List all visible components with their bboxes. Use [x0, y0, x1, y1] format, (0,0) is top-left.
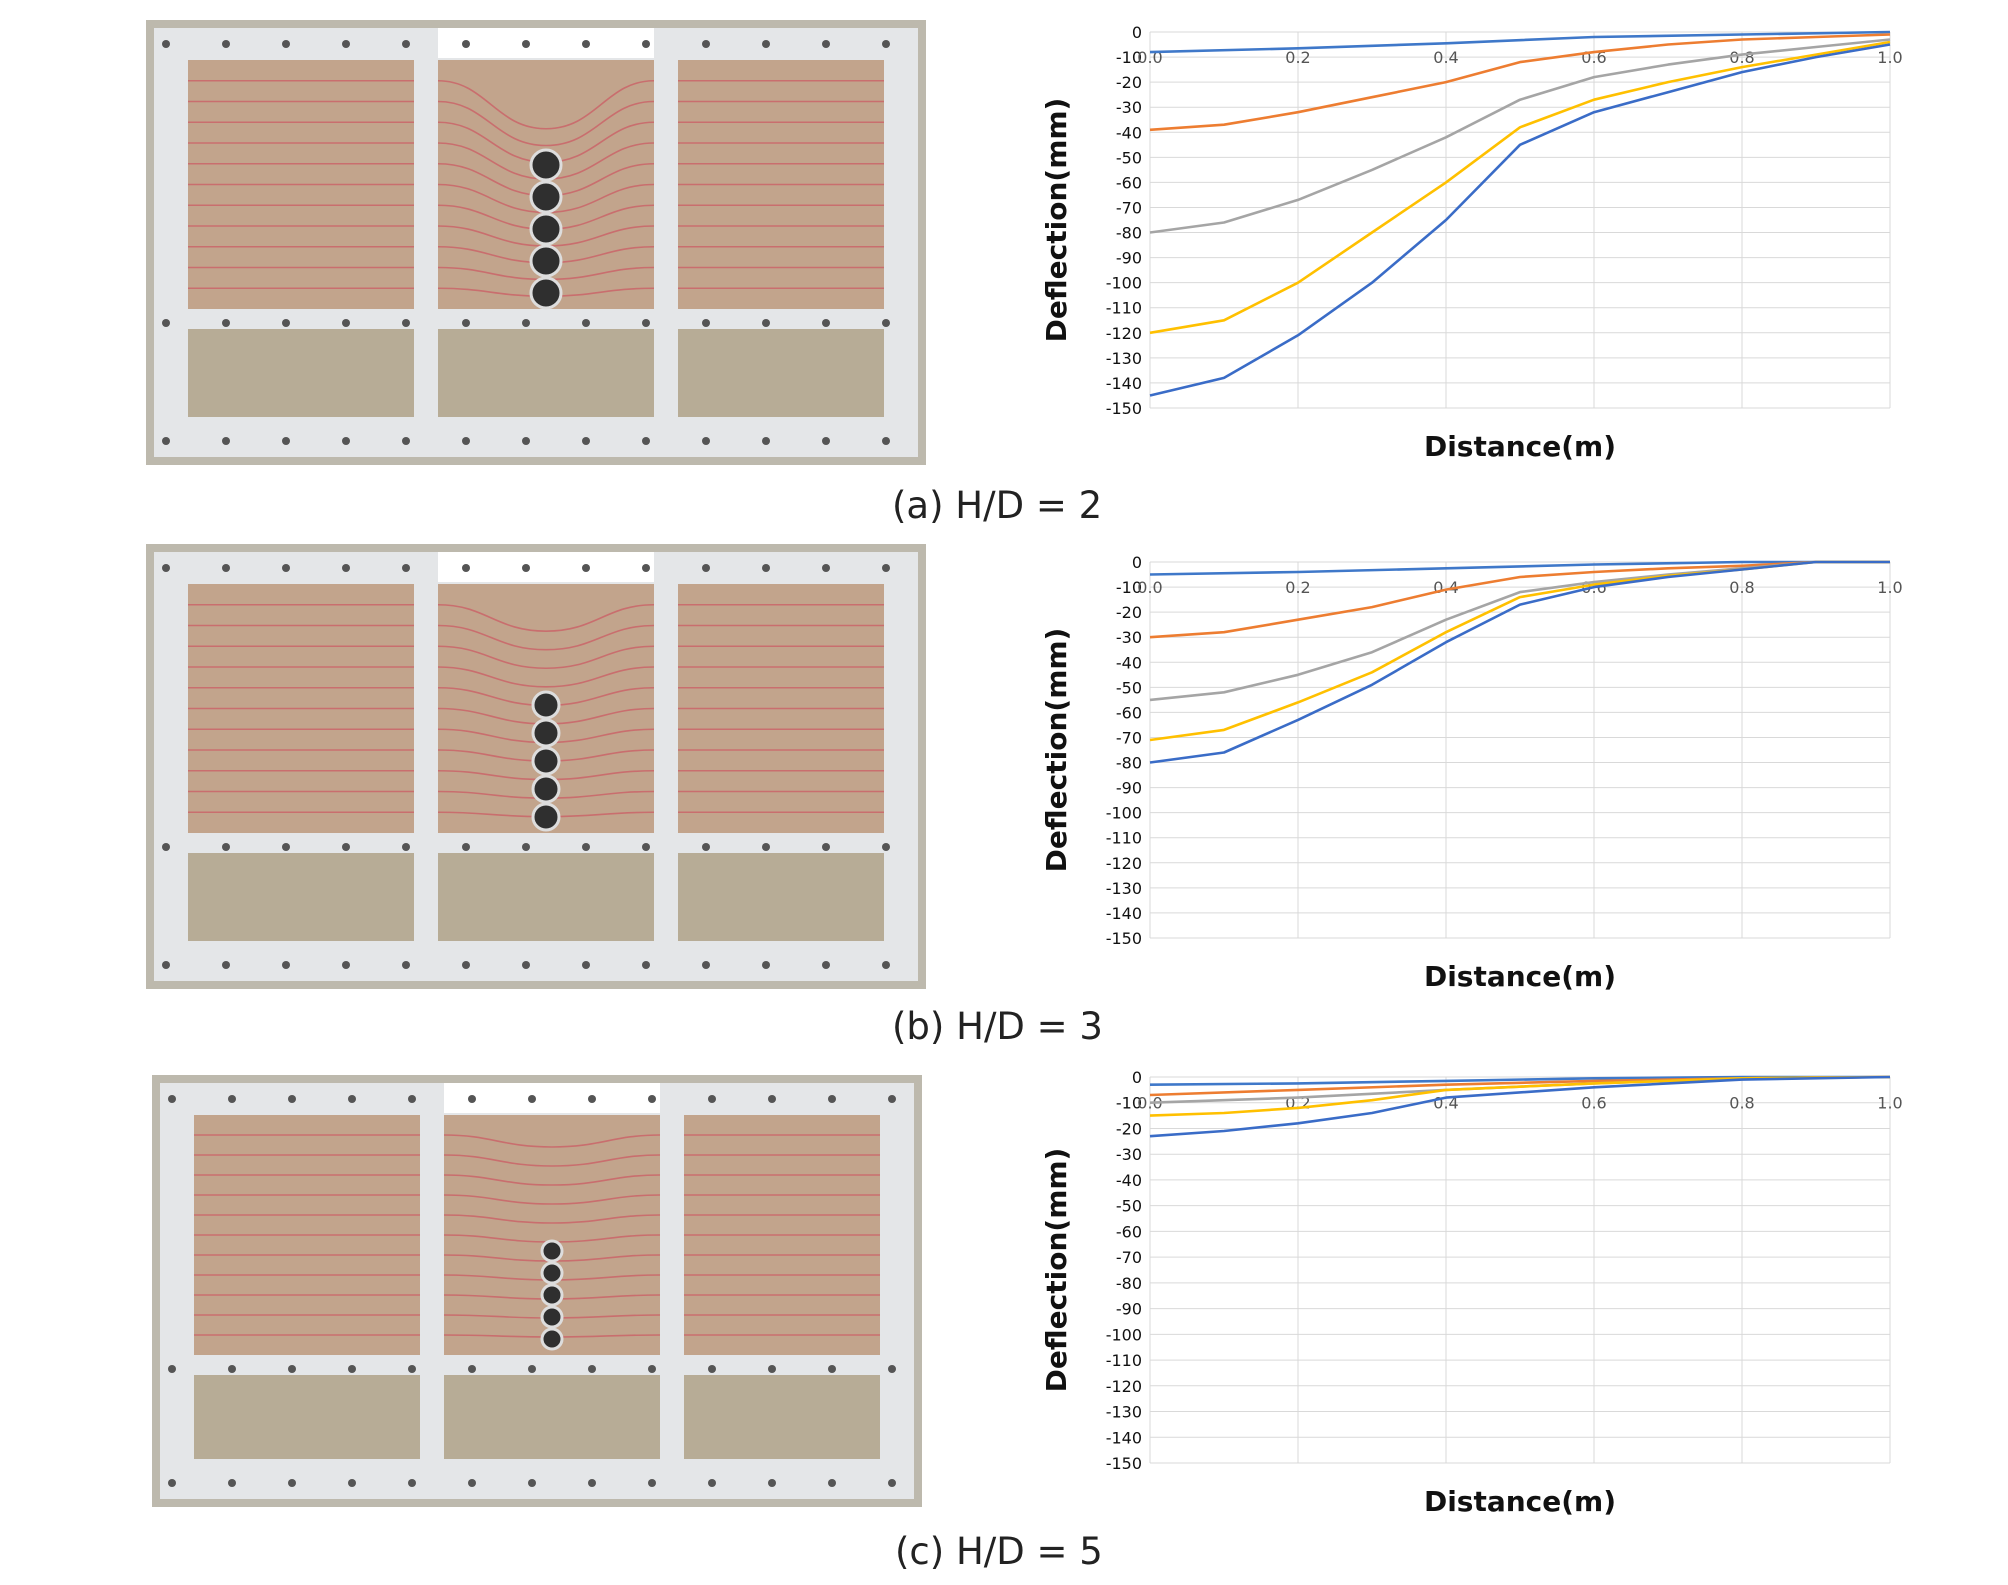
y-tick-label: -40 [1116, 123, 1142, 142]
series-line-4 [1149, 40, 1891, 335]
y-tick-label: -50 [1116, 1197, 1142, 1216]
grid [1149, 1076, 1891, 1464]
y-tick-label: -10 [1116, 578, 1142, 597]
model-test-photo-c [152, 1075, 922, 1507]
y-tick-label: 0 [1132, 23, 1142, 42]
y-tick-label: -30 [1116, 628, 1142, 647]
y-tick-label: -10 [1116, 48, 1142, 67]
model-test-photo-icon [146, 544, 926, 989]
x-tick-label: 0.6 [1581, 1094, 1606, 1113]
caption-c: (c) H/D = 5 [895, 1530, 1103, 1573]
y-tick-label: -20 [1116, 73, 1142, 92]
x-axis-title: Distance(m) [1424, 430, 1616, 463]
x-tick-label: 1.0 [1877, 48, 1902, 67]
x-tick-label: 0.8 [1729, 578, 1754, 597]
series-line-2 [1149, 33, 1891, 132]
y-tick-label: -40 [1116, 1171, 1142, 1190]
x-axis-title: Distance(m) [1424, 960, 1616, 993]
y-tick-label: -130 [1106, 349, 1142, 368]
x-tick-label: 0.0 [1137, 1094, 1162, 1113]
caption-a: (a) H/D = 2 [892, 484, 1103, 527]
series-line-4 [1149, 1075, 1891, 1117]
series-line-5 [1149, 560, 1890, 764]
y-tick-label: -50 [1116, 678, 1142, 697]
y-tick-label: -20 [1116, 1119, 1142, 1138]
y-tick-label: -150 [1106, 399, 1142, 418]
x-tick-label: 0.4 [1433, 48, 1458, 67]
y-tick-label: -140 [1106, 1428, 1142, 1447]
y-tick-label: -30 [1116, 1145, 1142, 1164]
series-line-1 [1149, 560, 1890, 576]
y-tick-label: -130 [1106, 879, 1142, 898]
y-tick-label: -120 [1106, 1377, 1142, 1396]
model-test-photo-icon [146, 20, 926, 465]
y-tick-label: -90 [1116, 779, 1142, 798]
y-tick-label: -130 [1106, 1403, 1142, 1422]
y-axis-title: Deflection(mm) [1040, 98, 1073, 343]
y-axis-title: Deflection(mm) [1040, 628, 1073, 873]
y-tick-label: -10 [1116, 1094, 1142, 1113]
y-tick-label: -60 [1116, 173, 1142, 192]
series-line-4 [1149, 560, 1890, 742]
x-tick-label: 0.2 [1285, 578, 1310, 597]
y-tick-label: -70 [1116, 1248, 1142, 1267]
x-tick-label: 0.0 [1137, 578, 1162, 597]
x-tick-label: 0.2 [1285, 48, 1310, 67]
y-tick-label: -60 [1116, 1222, 1142, 1241]
y-tick-label: -140 [1106, 374, 1142, 393]
series-line-3 [1149, 38, 1891, 234]
x-tick-label: 1.0 [1877, 1094, 1902, 1113]
deflection-chart-a: 0 -10 -20 -30 -40 -50 -60 -70 -80 -90 -100 -110 -120… [1040, 23, 1903, 463]
y-tick-label: -40 [1116, 653, 1142, 672]
y-tick-label: 0 [1132, 1068, 1142, 1087]
y-tick-label: -20 [1116, 603, 1142, 622]
y-tick-label: -120 [1106, 324, 1142, 343]
model-test-photo-a [146, 20, 926, 465]
y-tick-label: -110 [1106, 1351, 1142, 1370]
grid [1149, 561, 1891, 939]
series-line-2 [1149, 560, 1890, 639]
series-line-1 [1149, 30, 1891, 54]
y-tick-label: -100 [1106, 1325, 1142, 1344]
y-tick-label: -80 [1116, 1274, 1142, 1293]
y-tick-label: -60 [1116, 703, 1142, 722]
x-tick-label: 1.0 [1877, 578, 1902, 597]
deflection-chart-b: 0 -10 -20 -30 -40 -50 -60 -70 -80 -90 -100 -110 -120… [1040, 553, 1903, 993]
x-tick-label: 0.8 [1729, 48, 1754, 67]
y-tick-label: -50 [1116, 148, 1142, 167]
y-tick-label: -100 [1106, 804, 1142, 823]
series-line-3 [1149, 560, 1890, 702]
y-tick-label: -140 [1106, 904, 1142, 923]
series-line-5 [1149, 43, 1891, 397]
y-tick-label: 0 [1132, 553, 1142, 572]
y-tick-label: -150 [1106, 929, 1142, 948]
caption-b: (b) H/D = 3 [892, 1005, 1103, 1048]
y-tick-label: -100 [1106, 274, 1142, 293]
model-test-photo-b [146, 544, 926, 989]
y-tick-label: -30 [1116, 98, 1142, 117]
grid [1149, 31, 1891, 409]
y-tick-label: -70 [1116, 728, 1142, 747]
model-test-photo-icon [152, 1075, 922, 1507]
x-tick-label: 0.8 [1729, 1094, 1754, 1113]
y-tick-label: -150 [1106, 1454, 1142, 1473]
y-tick-label: -80 [1116, 754, 1142, 773]
y-axis-title: Deflection(mm) [1040, 1148, 1073, 1393]
x-axis-title: Distance(m) [1424, 1485, 1616, 1518]
y-tick-label: -110 [1106, 829, 1142, 848]
y-tick-label: -70 [1116, 198, 1142, 217]
y-tick-label: -80 [1116, 224, 1142, 243]
y-tick-label: -120 [1106, 854, 1142, 873]
series-line-5 [1149, 1075, 1891, 1138]
y-tick-label: -90 [1116, 1300, 1142, 1319]
y-tick-label: -110 [1106, 299, 1142, 318]
y-tick-label: -90 [1116, 249, 1142, 268]
deflection-chart-c: 0 -10 -20 -30 -40 -50 -60 -70 -80 -90 -100 -110 -120… [1040, 1068, 1903, 1518]
